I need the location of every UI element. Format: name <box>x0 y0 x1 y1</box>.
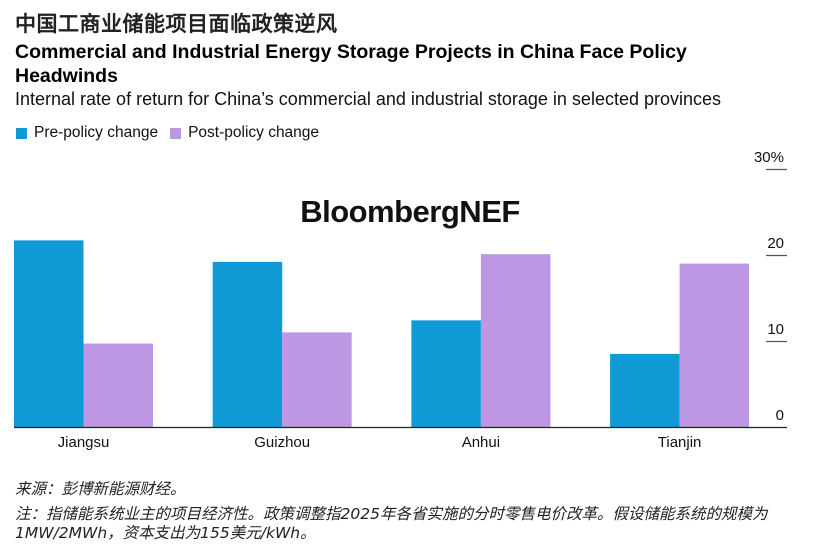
x-tick-label-anhui: Anhui <box>462 434 500 451</box>
chart-subtitle: Internal rate of return for China’s comm… <box>15 89 722 109</box>
x-axis: Jiangsu Guizhou Anhui Tianjin <box>14 426 787 451</box>
y-tick-label-20: 20 <box>767 235 784 252</box>
watermark-bloombergnef: BloombergNEF <box>300 194 520 229</box>
bar-tianjin-post-policy <box>679 263 750 427</box>
legend-swatch-post-policy <box>170 127 182 139</box>
bar-chart: BloombergNEF 0 10 20 30% Jiangsu Guizhou Anhu… <box>14 149 787 451</box>
bar-jiangsu-pre-policy <box>14 240 84 427</box>
bar-jiangsu-post-policy <box>83 343 153 427</box>
x-tick-label-jiangsu: Jiangsu <box>58 434 110 451</box>
bar-guizhou-pre-policy <box>212 261 283 427</box>
bar-anhui-post-policy <box>480 254 551 427</box>
legend: Pre-policy change Post-policy change <box>16 124 331 142</box>
bar-guizhou-post-policy <box>282 332 352 427</box>
bar-tianjin-pre-policy <box>610 353 680 427</box>
legend-swatch-pre-policy <box>16 127 27 139</box>
chart-title: Commercial and Industrial Energy Storage… <box>15 41 687 87</box>
source-note: 来源：彭博新能源财经。 <box>15 480 186 498</box>
footnote: 注：指储能系统业主的项目经济性。政策调整指2025年各省实施的分时零售电价改革。… <box>15 505 768 542</box>
y-axis: 0 10 20 30% <box>754 149 787 424</box>
legend-label-post-policy: Post-policy change <box>188 124 320 141</box>
legend-item-pre-policy: Pre-policy change <box>16 124 158 142</box>
chinese-title: 中国工商业储能项目面临政策逆风 <box>15 12 338 36</box>
legend-item-post-policy: Post-policy change <box>170 124 319 142</box>
legend-label-pre-policy: Pre-policy change <box>34 124 159 141</box>
x-tick-label-tianjin: Tianjin <box>658 434 702 451</box>
x-tick-label-guizhou: Guizhou <box>254 434 310 451</box>
y-tick-label-10: 10 <box>767 321 784 338</box>
y-tick-label-0: 0 <box>776 407 784 424</box>
bar-anhui-pre-policy <box>411 320 481 427</box>
bars-group <box>14 240 750 427</box>
y-tick-label-30: 30% <box>754 149 784 166</box>
